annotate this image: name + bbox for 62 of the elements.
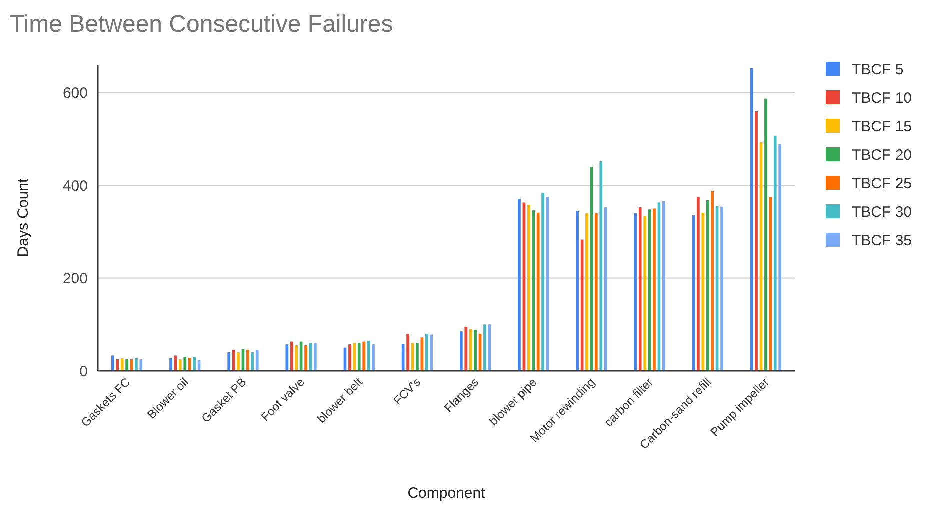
bar	[237, 352, 240, 371]
bar	[126, 359, 128, 371]
legend-label: TBCF 35	[852, 232, 912, 250]
bar	[586, 213, 588, 371]
bar	[362, 342, 366, 371]
bar	[755, 111, 758, 371]
bar	[290, 342, 294, 371]
y-tick-label: 0	[80, 363, 88, 380]
bar	[135, 358, 138, 371]
bar	[532, 210, 536, 371]
bar	[484, 324, 486, 371]
bar	[774, 136, 777, 371]
bar	[706, 200, 710, 371]
bar	[304, 346, 308, 371]
bar	[295, 346, 298, 371]
bar	[474, 330, 477, 371]
bar	[179, 359, 182, 371]
bar	[720, 206, 724, 371]
bar	[430, 334, 433, 371]
legend-label: TBCF 20	[852, 146, 912, 164]
bar	[184, 357, 187, 371]
bar	[518, 198, 521, 371]
bar	[528, 205, 530, 371]
bar	[246, 350, 250, 371]
bar	[416, 343, 419, 371]
legend-label: TBCF 15	[852, 118, 912, 136]
x-axis-title: Component	[408, 485, 486, 502]
bar	[778, 144, 782, 371]
legend-label: TBCF 25	[852, 175, 912, 192]
bar	[653, 208, 656, 371]
y-tick-label: 600	[62, 85, 88, 102]
bar	[711, 191, 714, 371]
bar	[358, 343, 361, 371]
bar	[644, 216, 646, 371]
bar	[116, 359, 120, 371]
bar	[697, 197, 700, 371]
y-axis-title: Days Count	[15, 178, 32, 258]
y-tick-label: 200	[62, 270, 88, 288]
legend-label: TBCF 5	[852, 61, 904, 78]
bar	[406, 334, 410, 371]
legend-label: TBCF 10	[852, 90, 912, 107]
bar	[460, 332, 463, 371]
bar	[425, 334, 428, 371]
bar	[464, 326, 468, 371]
bar	[251, 352, 254, 371]
bar	[764, 98, 768, 371]
bar	[372, 344, 375, 371]
bar	[576, 211, 579, 371]
bar	[112, 356, 114, 371]
bar	[542, 192, 544, 371]
y-tick-label: 400	[62, 178, 88, 195]
bar	[638, 207, 642, 371]
bar	[314, 343, 317, 371]
legend-label: TBCF 30	[852, 204, 912, 221]
bar	[228, 352, 230, 371]
bar	[348, 344, 352, 371]
bar	[170, 358, 172, 371]
chart-title: Time Between Consecutive Failures	[10, 11, 394, 38]
bar	[193, 357, 196, 371]
bar	[600, 161, 603, 371]
bar	[595, 213, 598, 371]
bar	[662, 201, 666, 371]
